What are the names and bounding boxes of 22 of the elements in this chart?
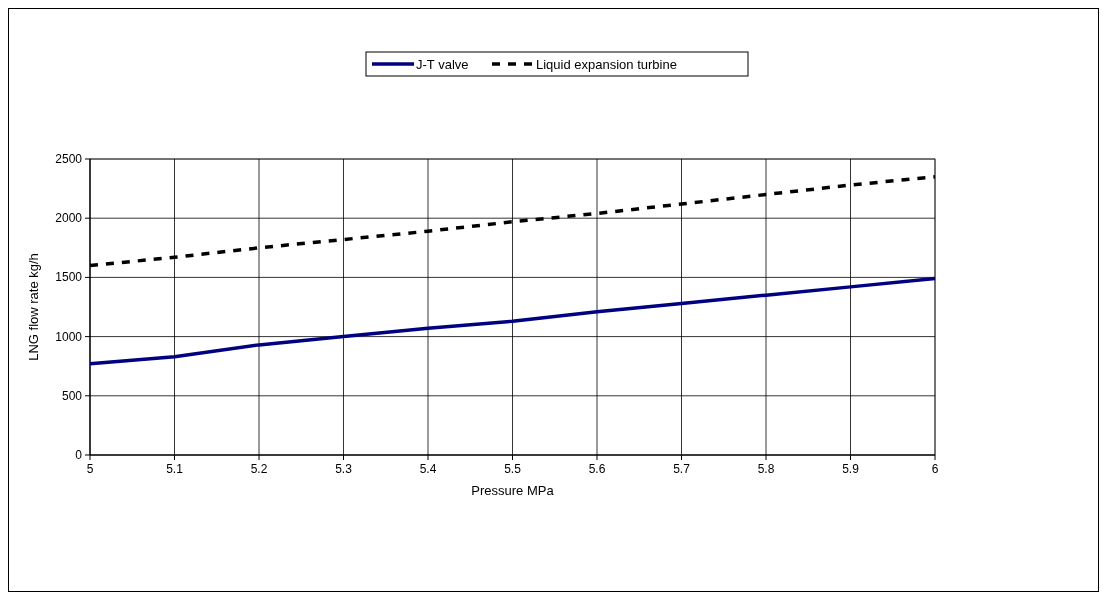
x-tick-label: 5.8 [757,462,775,476]
y-tick-label: 1000 [55,329,83,344]
x-tick-label: 5.5 [504,462,522,476]
y-tick-label: 2500 [55,152,83,166]
y-tick-label: 1500 [55,270,83,285]
legend-label: J-T valve [416,57,469,72]
x-tick-label: 5.4 [419,462,437,476]
x-tick-label: 5.7 [673,462,691,476]
x-tick-label: 5 [86,462,94,476]
x-tick-label: 5.6 [588,462,606,476]
y-tick-label: 0 [75,448,83,462]
legend-label: Liquid expansion turbine [536,57,677,72]
x-tick-label: 5.1 [166,462,184,476]
line-series [88,276,937,366]
x-tick-label: 6 [931,462,939,476]
y-tick-label: 500 [61,388,83,403]
x-tick-label: 5.9 [842,462,860,476]
x-axis-title: Pressure MPa [471,483,555,498]
y-tick-label: 2000 [55,211,83,226]
y-axis-title: LNG flow rate kg/h [26,253,41,361]
x-tick-label: 5.2 [250,462,268,476]
x-tick-label: 5.3 [335,462,353,476]
